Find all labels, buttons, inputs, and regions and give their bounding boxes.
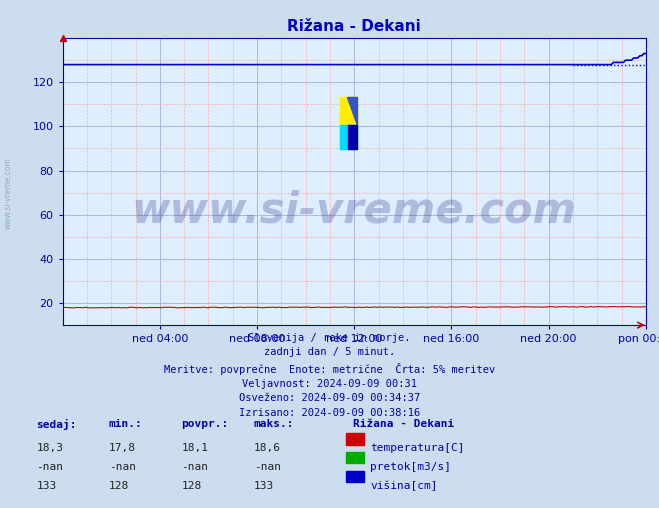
Title: Rižana - Dekani: Rižana - Dekani <box>287 19 421 34</box>
Text: višina[cm]: višina[cm] <box>370 481 438 491</box>
Bar <box>340 97 357 125</box>
Text: temperatura[C]: temperatura[C] <box>370 443 465 454</box>
Text: -nan: -nan <box>181 462 208 472</box>
Bar <box>349 125 357 149</box>
Text: 18,3: 18,3 <box>36 443 63 454</box>
Text: Slovenija / reke in morje.
zadnji dan / 5 minut.
Meritve: povprečne  Enote: metr: Slovenija / reke in morje. zadnji dan / … <box>164 333 495 418</box>
Text: povpr.:: povpr.: <box>181 419 229 429</box>
Text: 18,6: 18,6 <box>254 443 281 454</box>
Text: sedaj:: sedaj: <box>36 419 76 430</box>
Text: Rižana - Dekani: Rižana - Dekani <box>353 419 454 429</box>
Polygon shape <box>347 97 357 125</box>
Bar <box>340 97 357 125</box>
Text: maks.:: maks.: <box>254 419 294 429</box>
Text: www.si-vreme.com: www.si-vreme.com <box>3 157 13 229</box>
Text: 128: 128 <box>181 481 202 491</box>
Text: 133: 133 <box>36 481 57 491</box>
Text: www.si-vreme.com: www.si-vreme.com <box>132 189 577 231</box>
Text: min.:: min.: <box>109 419 142 429</box>
Text: -nan: -nan <box>36 462 63 472</box>
Bar <box>340 125 357 149</box>
Text: 18,1: 18,1 <box>181 443 208 454</box>
Text: 133: 133 <box>254 481 274 491</box>
Text: 128: 128 <box>109 481 129 491</box>
Text: -nan: -nan <box>109 462 136 472</box>
Text: 17,8: 17,8 <box>109 443 136 454</box>
Text: -nan: -nan <box>254 462 281 472</box>
Text: pretok[m3/s]: pretok[m3/s] <box>370 462 451 472</box>
